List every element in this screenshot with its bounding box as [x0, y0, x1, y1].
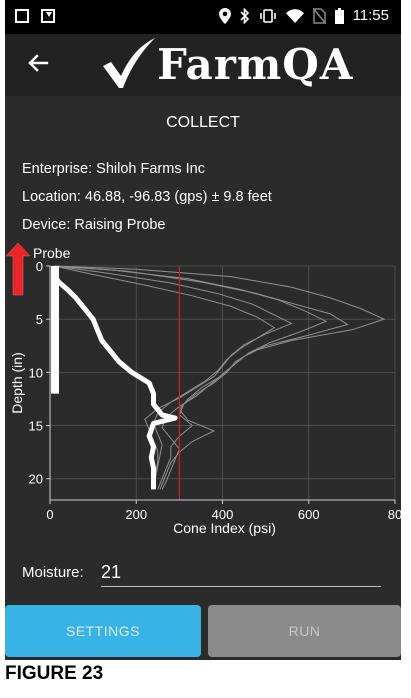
penetrometer-chart: 0 200 400 600 80 0 5 10 15 20 Cone Index (psi) D… — [5, 242, 401, 536]
previous-reading-line — [54, 265, 293, 490]
location-line: Location: 46.88, -96.83 (gps) ± 9.8 feet — [22, 189, 272, 205]
location-icon — [218, 8, 231, 24]
x-tick-labels: 0 200 400 600 80 — [46, 507, 401, 522]
status-bar: 11:55 — [5, 0, 401, 34]
app-logo: FarmQA — [99, 36, 353, 92]
battery-icon — [334, 8, 344, 24]
wifi-icon — [285, 9, 304, 23]
x-tick-label: 200 — [125, 507, 147, 522]
image-icon — [15, 9, 29, 23]
download-icon — [41, 9, 56, 23]
previous-reading-line — [54, 265, 386, 490]
phone-screen: 11:55 FarmQA COLLECT Enterprise: Shiloh … — [5, 0, 401, 660]
previous-reading-line — [54, 265, 328, 490]
device-label: Device: — [22, 217, 71, 233]
enterprise-value: Shiloh Farms Inc — [96, 161, 205, 177]
y-tick-label: 5 — [36, 312, 43, 327]
app-bar: FarmQA — [5, 34, 401, 96]
checkmark-icon — [103, 38, 155, 88]
chart-axes — [46, 265, 396, 504]
bluetooth-icon — [239, 8, 249, 24]
location-value: 46.88, -96.83 (gps) ± 9.8 feet — [84, 189, 272, 205]
page-title: COLLECT — [166, 114, 240, 131]
current-reading — [51, 265, 178, 490]
x-axis-label: Cone Index (psi) — [173, 520, 276, 536]
device-value: Raising Probe — [74, 217, 166, 233]
moisture-value: 21 — [101, 562, 122, 582]
probe-arrow — [5, 242, 31, 296]
y-tick-label: 0 — [36, 259, 43, 274]
previous-reading-line — [54, 265, 349, 490]
no-sim-icon — [312, 8, 326, 24]
enterprise-label: Enterprise: — [22, 161, 93, 177]
device-line: Device: Raising Probe — [22, 217, 165, 233]
clock: 11:55 — [352, 7, 389, 24]
y-tick-labels: 0 5 10 15 20 — [29, 259, 43, 487]
probe-level-bar — [51, 266, 59, 394]
y-tick-label: 15 — [29, 419, 43, 434]
previous-readings — [54, 265, 386, 490]
x-tick-label: 0 — [46, 507, 53, 522]
moisture-label: Moisture: — [22, 564, 84, 581]
logo-text: FarmQA — [157, 39, 354, 89]
probe-label: Probe — [33, 245, 71, 261]
arrow-up-icon — [5, 242, 31, 296]
chart-grid — [49, 265, 396, 500]
moisture-input[interactable]: 21 — [101, 562, 381, 587]
x-tick-label: 400 — [212, 507, 234, 522]
x-tick-label: 600 — [298, 507, 320, 522]
location-label: Location: — [22, 189, 81, 205]
arrow-left-icon[interactable] — [23, 48, 53, 78]
run-button[interactable]: RUN — [208, 605, 401, 657]
settings-button[interactable]: SETTINGS — [5, 605, 201, 657]
previous-reading-line — [54, 265, 276, 488]
y-tick-label: 20 — [29, 472, 43, 487]
current-reading-line — [51, 265, 178, 490]
x-tick-label: 80 — [388, 507, 401, 522]
vibrate-icon — [259, 9, 276, 23]
enterprise-line: Enterprise: Shiloh Farms Inc — [22, 161, 205, 177]
y-axis-label: Depth (in) — [9, 352, 25, 413]
figure-caption: FIGURE 23 — [5, 663, 104, 684]
y-tick-label: 10 — [29, 365, 43, 380]
